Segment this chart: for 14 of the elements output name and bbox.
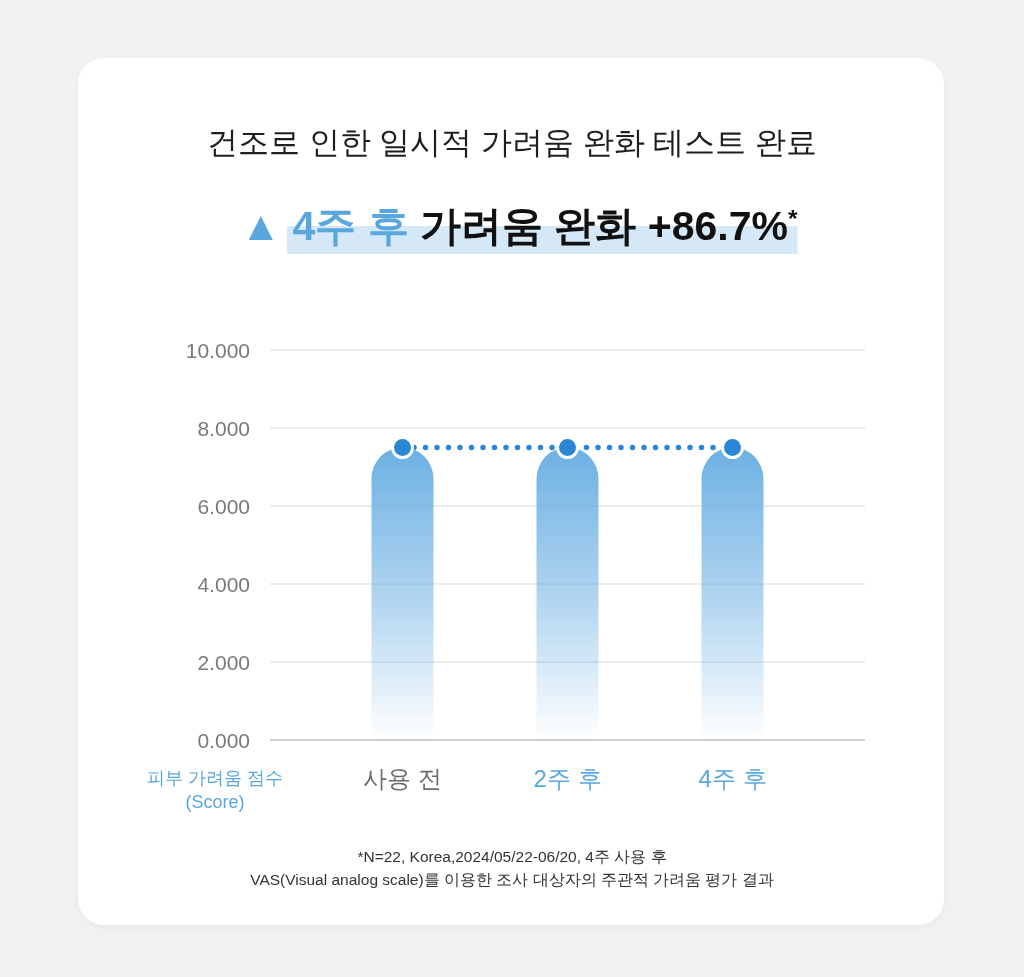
y-tick-label: 2.000 bbox=[197, 650, 250, 674]
y-tick-label: 0.000 bbox=[197, 728, 250, 752]
y-axis-title: 피부 가려움 점수 (Score) bbox=[146, 768, 284, 812]
text: *N=22, Korea,2024/05/22-06/20, 4주 사용 후 bbox=[357, 848, 667, 865]
chart-subtitle: ▲ 4주 후 가려움 완화 +86.7%$^{*}$ bbox=[240, 203, 799, 249]
y-tick-label: 6.000 bbox=[197, 494, 250, 518]
chart-title: 건조로 인한 일시적 가려움 완화 테스트 완료 bbox=[207, 125, 817, 160]
x-tick-label: 2주 후 bbox=[533, 764, 602, 792]
y-tick-label: 10.000 bbox=[185, 338, 250, 362]
x-tick-label: 4주 후 bbox=[698, 764, 767, 792]
y-tick-label: 8.000 bbox=[197, 416, 250, 440]
x-tick-label: 사용 전 bbox=[363, 764, 442, 792]
y-tick-label: 4.000 bbox=[197, 572, 250, 596]
text: VAS(Visual analog scale)를 이용한 조사 대상자의 주관적 가려움 평가 결과 bbox=[250, 871, 774, 888]
